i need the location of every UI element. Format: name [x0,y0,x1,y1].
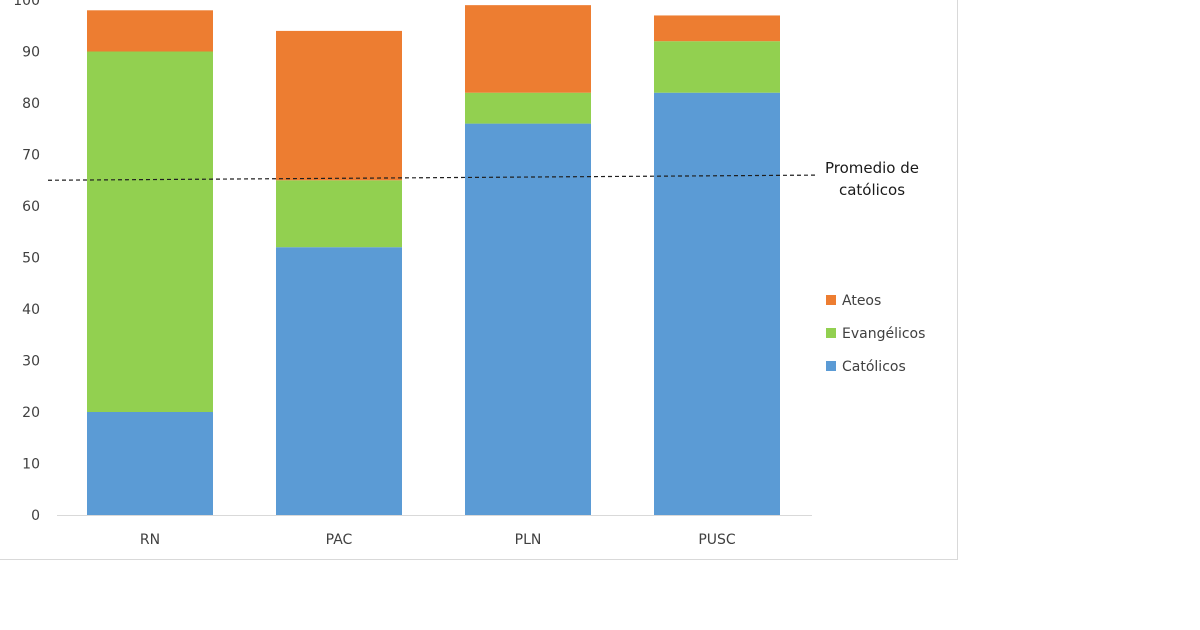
legend-swatch-evangélicos [826,328,836,338]
x-tick-label-rn: RN [140,532,160,548]
bar-pusc-católicos [654,92,780,515]
stacked-bar-chart: 0 10 20 30 40 50 60 70 80 90 100 RN PAC PLN PUSC Prom… [13,0,925,548]
reference-line-label-line-1: Promedio de [825,159,919,177]
bar-pusc-evangélicos [654,41,780,93]
bar-rn-católicos [87,412,213,515]
y-tick-label-70: 70 [22,148,40,164]
legend-swatch-católicos [826,361,836,371]
bar-pln-ateos [465,5,591,93]
bar-rn-evangélicos [87,51,213,412]
legend: Ateos Evangélicos Católicos [826,293,925,375]
bar-pac-católicos [276,247,402,515]
reference-line [47,174,819,181]
y-tick-label-10: 10 [22,457,40,473]
x-tick-label-pln: PLN [515,532,542,548]
x-tick-label-pusc: PUSC [698,532,736,548]
y-tick-label-40: 40 [22,302,40,318]
legend-label-evangélicos: Evangélicos [842,326,925,342]
y-tick-label-30: 30 [22,354,40,370]
y-tick-label-60: 60 [22,199,40,215]
bar-pln-católicos [465,123,591,515]
bars [87,5,780,515]
y-tick-label-20: 20 [22,405,40,421]
legend-swatch-ateos [826,295,836,305]
x-tick-label-pac: PAC [326,532,353,548]
bar-pac-evangélicos [276,180,402,248]
y-tick-label-80: 80 [22,96,40,112]
y-tick-label-50: 50 [22,251,40,267]
y-tick-label-100: 100 [13,0,40,9]
bar-rn-ateos [87,10,213,52]
legend-label-ateos: Ateos [842,293,881,309]
chart-frame: 0 10 20 30 40 50 60 70 80 90 100 RN PAC PLN PUSC Prom… [0,0,958,560]
y-tick-label-90: 90 [22,45,40,61]
bar-pln-evangélicos [465,92,591,124]
legend-label-católicos: Católicos [842,359,906,375]
y-axis-tick-labels: 0 10 20 30 40 50 60 70 80 90 100 [13,0,40,524]
reference-line-label-line-2: católicos [839,181,905,199]
reference-line-group: Promedio de católicos [47,159,919,199]
bar-pac-ateos [276,30,402,181]
x-axis-tick-labels: RN PAC PLN PUSC [140,532,736,548]
bar-pusc-ateos [654,15,780,42]
y-tick-label-0: 0 [31,508,40,524]
